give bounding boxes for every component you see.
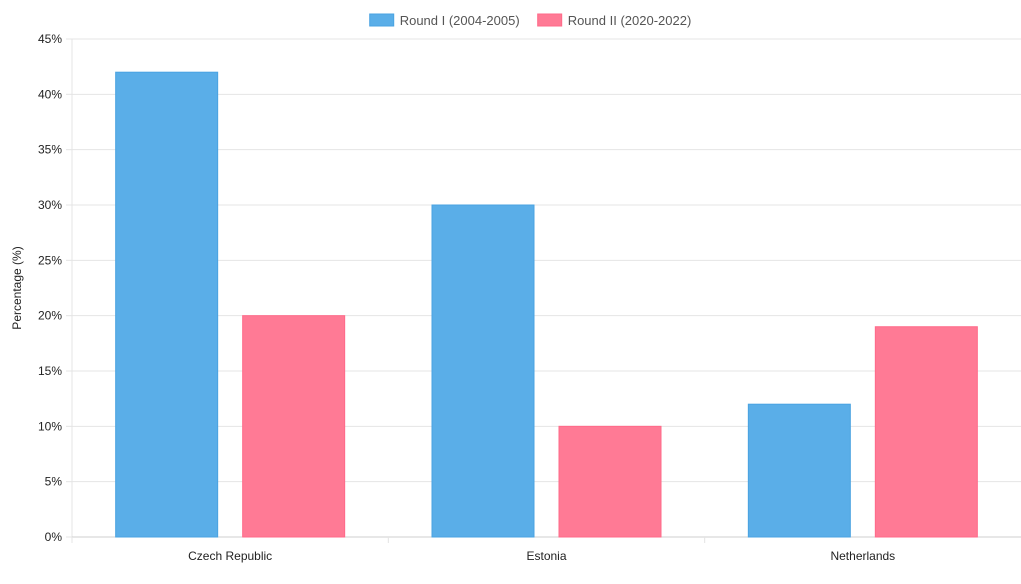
y-tick-label: 30% [38, 198, 62, 212]
bar[interactable] [431, 204, 535, 538]
bar[interactable] [242, 315, 346, 538]
y-tick-label: 45% [38, 32, 62, 46]
bar[interactable] [747, 403, 851, 538]
y-axis-label: Percentage (%) [10, 246, 24, 329]
x-axis-ticks: Czech Republic Estonia Netherlands [71, 537, 895, 563]
x-tick-label: Czech Republic [188, 549, 272, 563]
legend-swatch [537, 13, 563, 27]
bar[interactable] [558, 425, 662, 538]
bar[interactable] [874, 326, 978, 538]
grid-lines [71, 38, 1021, 538]
legend-label: Round II (2020-2022) [568, 13, 692, 28]
y-axis-ticks: 0% 5% 10% 15% 20% 25% 30% 35% 40% 45% [38, 32, 72, 544]
legend-item[interactable]: Round II (2020-2022) [537, 13, 692, 28]
y-tick-label: 25% [38, 253, 62, 267]
bar[interactable] [115, 71, 219, 538]
x-tick-label: Netherlands [830, 549, 895, 563]
y-tick-label: 5% [45, 475, 63, 489]
y-tick-label: 40% [38, 87, 62, 101]
legend-label: Round I (2004-2005) [400, 13, 520, 28]
y-tick-label: 15% [38, 364, 62, 378]
legend-item[interactable]: Round I (2004-2005) [369, 13, 520, 28]
y-tick-label: 10% [38, 419, 62, 433]
y-tick-label: 20% [38, 309, 62, 323]
legend-swatch [369, 13, 395, 27]
y-tick-label: 0% [45, 530, 63, 544]
y-tick-label: 35% [38, 143, 62, 157]
legend: Round I (2004-2005) Round II (2020-2022) [369, 13, 692, 28]
bars-group [115, 71, 978, 538]
x-tick-label: Estonia [526, 549, 566, 563]
